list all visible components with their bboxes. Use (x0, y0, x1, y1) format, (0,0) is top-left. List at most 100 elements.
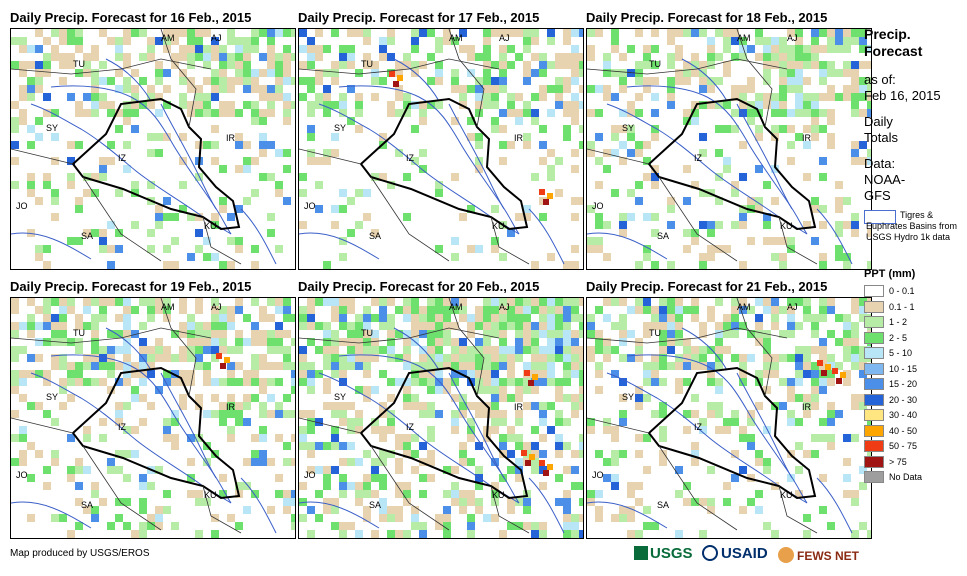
precip-cell (779, 101, 787, 109)
precip-cell (699, 133, 707, 141)
precip-cell (483, 346, 491, 354)
precip-cell (531, 298, 539, 306)
precip-cell (187, 322, 195, 330)
precip-cell (99, 498, 107, 506)
precip-cell (507, 506, 515, 514)
precip-cell (835, 229, 843, 237)
precip-cell (755, 402, 763, 410)
precip-cell (643, 141, 651, 149)
precip-cell (147, 229, 155, 237)
legend-item: 50 - 75 (864, 439, 964, 455)
precip-cell (683, 410, 691, 418)
precip-cell (123, 29, 131, 37)
precip-cell (155, 37, 163, 45)
precip-cell (715, 197, 723, 205)
precip-cell (587, 237, 595, 245)
precip-cell (459, 29, 467, 37)
precip-cell (803, 354, 811, 362)
precip-cell (571, 466, 579, 474)
precip-cell (515, 29, 523, 37)
precip-cell (787, 61, 795, 69)
precip-cell (579, 386, 583, 394)
precip-cell (803, 93, 811, 101)
precip-cell (355, 125, 363, 133)
precip-cell (67, 378, 75, 386)
precip-cell (371, 418, 379, 426)
precip-cell (563, 330, 571, 338)
precip-cell (435, 386, 443, 394)
precip-cell (691, 354, 699, 362)
precip-cell (83, 306, 91, 314)
precip-cell (363, 506, 371, 514)
precip-cell (35, 450, 43, 458)
precip-cell (795, 69, 803, 77)
precip-cell (819, 253, 827, 261)
precip-cell (491, 125, 499, 133)
precip-cell (99, 237, 107, 245)
precip-cell (35, 29, 43, 37)
precip-cell (547, 426, 555, 434)
precip-cell (499, 306, 507, 314)
precip-cell (587, 53, 595, 61)
precip-cell (451, 69, 459, 77)
data-label: Data: (864, 156, 896, 171)
precip-cell (771, 197, 779, 205)
precip-cell (579, 330, 583, 338)
precip-cell (555, 306, 563, 314)
legend-item: 1 - 2 (864, 315, 964, 331)
precip-cell (723, 314, 731, 322)
precip-cell (315, 69, 323, 77)
precip-cell (91, 109, 99, 117)
precip-cell (643, 362, 651, 370)
precip-cell (507, 498, 515, 506)
usaid-logo: USAID (702, 545, 768, 562)
precip-cell (299, 221, 307, 229)
precip-cell (579, 354, 583, 362)
precip-cell (539, 330, 547, 338)
precip-cell (91, 229, 99, 237)
precip-cell (411, 522, 419, 530)
precip-cell (539, 362, 547, 370)
precip-cell (379, 298, 387, 306)
precip-cell (19, 458, 27, 466)
precip-cell (331, 522, 339, 530)
precip-cell (251, 322, 259, 330)
precip-cell (851, 330, 859, 338)
precip-cell (491, 354, 499, 362)
precip-cell (203, 330, 211, 338)
precip-cell (99, 378, 107, 386)
precip-cell (523, 109, 531, 117)
precip-cell (163, 37, 171, 45)
precip-cell (307, 109, 315, 117)
precip-cell (523, 442, 531, 450)
precip-cell (259, 330, 267, 338)
precip-cell (179, 205, 187, 213)
precip-cell (403, 330, 411, 338)
precip-cell (795, 29, 803, 37)
precip-cell (843, 346, 851, 354)
precip-cell (827, 85, 835, 93)
precip-cell (355, 69, 363, 77)
legend-item: 15 - 20 (864, 377, 964, 393)
precip-cell (299, 93, 307, 101)
precip-cell (459, 498, 467, 506)
precip-cell (107, 458, 115, 466)
precip-cell (675, 29, 683, 37)
panel-title: Daily Precip. Forecast for 19 Feb., 2015 (10, 279, 252, 294)
precip-cell (523, 402, 531, 410)
precip-cell (155, 221, 163, 229)
precip-cell (11, 378, 19, 386)
precip-cell (187, 45, 195, 53)
country-label: JO (304, 201, 316, 211)
precip-cell (619, 298, 627, 306)
precip-cell (123, 522, 131, 530)
precip-cell (459, 442, 467, 450)
precip-cell (355, 322, 363, 330)
precip-cell (427, 314, 435, 322)
precip-cell (299, 189, 307, 197)
precip-cell (859, 85, 867, 93)
precip-cell (163, 213, 171, 221)
precip-cell (211, 157, 219, 165)
country-border (202, 216, 242, 265)
precip-cell (91, 85, 99, 93)
